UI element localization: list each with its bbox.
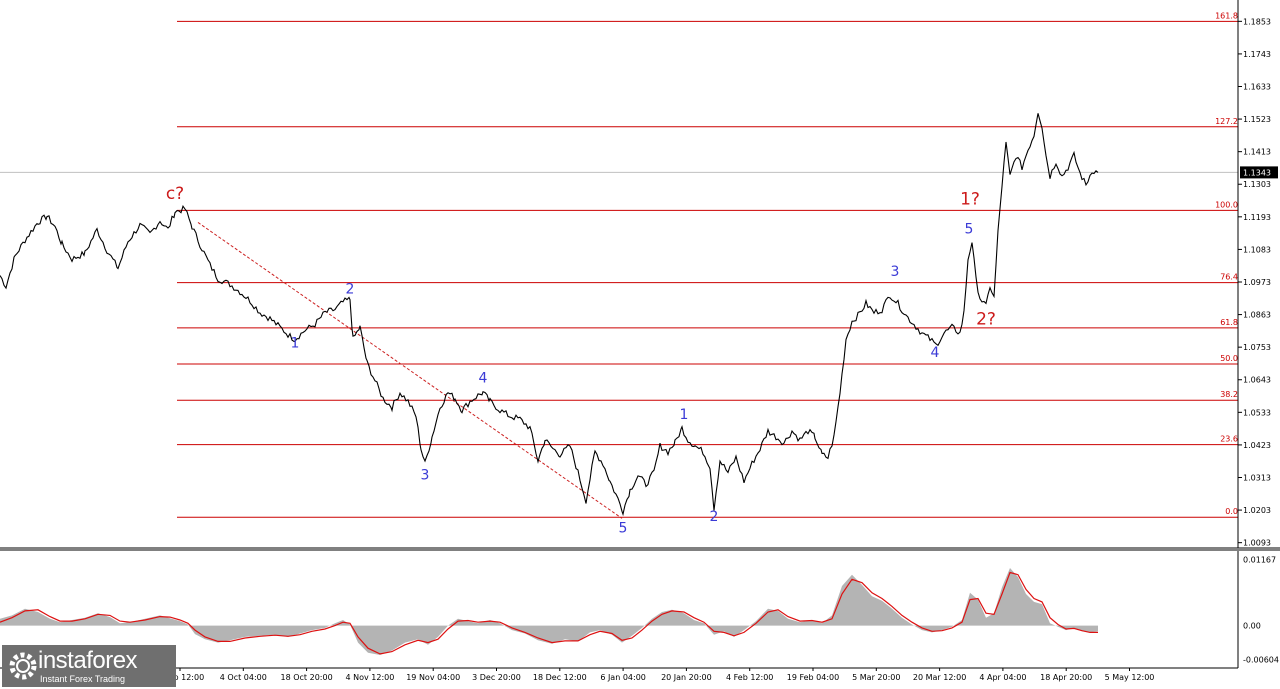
current-price-marker	[1240, 166, 1278, 179]
price-panel: 161.8 127.2 100.0 76.4 61.8 50.0 38.2 23.6 0.0 c?…	[0, 11, 1238, 537]
oscillator-histogram	[0, 568, 1098, 655]
time-tick-label: 19 Feb 04:00	[787, 673, 839, 682]
fib-level-label: 161.8	[1215, 11, 1238, 20]
time-tick-label: 4 Feb 12:00	[726, 673, 773, 682]
wave-trendline	[197, 222, 623, 519]
time-tick-label: 20 Jan 20:00	[661, 673, 712, 682]
wave-label: 5	[619, 521, 628, 537]
time-tick-label: 4 Nov 12:00	[345, 673, 394, 682]
price-tick-label: 1.0973	[1243, 278, 1271, 287]
oscillator-panel	[0, 568, 1098, 655]
wave-label: 2	[710, 509, 719, 525]
fib-level-label: 50.0	[1220, 354, 1238, 363]
price-series-line	[0, 113, 1099, 517]
wave-label: 1	[291, 335, 300, 351]
price-tick-label: 1.0423	[1243, 441, 1271, 450]
time-tick-label: 18 Apr 20:00	[1040, 673, 1092, 682]
time-tick-label: 5 May 12:00	[1105, 673, 1155, 682]
wave-label: 2	[346, 281, 355, 297]
oscillator-tick-label: -0.00604	[1243, 656, 1279, 665]
price-tick-label: 1.1303	[1243, 180, 1271, 189]
brand-name: instaforex	[38, 647, 138, 674]
wave-label: 3	[891, 264, 900, 280]
fib-level-label: 38.2	[1220, 390, 1238, 399]
oscillator-signal-line	[0, 571, 1098, 655]
price-tick-label: 1.1633	[1243, 82, 1271, 91]
wave-label: c?	[166, 184, 184, 204]
time-tick-label: 19 Nov 04:00	[406, 673, 460, 682]
wave-label: 3	[421, 467, 430, 483]
price-tick-label: 1.0533	[1243, 408, 1271, 417]
price-tick-label: 1.0643	[1243, 376, 1271, 385]
price-tick-label: 1.0863	[1243, 311, 1271, 320]
wave-label: 2?	[976, 310, 996, 330]
wave-label: 4	[931, 345, 940, 361]
wave-label: 1	[680, 407, 689, 423]
wave-label: 5	[965, 222, 974, 238]
price-tick-label: 1.1743	[1243, 50, 1271, 59]
fib-level-label: 76.4	[1220, 273, 1238, 282]
price-tick-label: 1.0093	[1243, 539, 1271, 548]
fib-level-label: 23.6	[1220, 435, 1238, 444]
price-tick-label: 1.1523	[1243, 115, 1271, 124]
time-tick-label: 5 Mar 20:00	[852, 673, 900, 682]
time-tick-label: 6 Jan 04:00	[600, 673, 646, 682]
instaforex-logo: instaforex Instant Forex Trading	[2, 645, 176, 687]
wave-label: 4	[479, 371, 488, 387]
gear-logo-icon	[9, 652, 37, 680]
fib-level-label: 61.8	[1220, 318, 1238, 327]
fib-level-label: 100.0	[1215, 200, 1238, 209]
fib-level-label: 127.2	[1215, 117, 1238, 126]
price-tick-label: 1.0753	[1243, 343, 1271, 352]
time-tick-label: 4 Oct 04:00	[220, 673, 267, 682]
price-tick-label: 1.0313	[1243, 474, 1271, 483]
time-tick-label: 20 Mar 12:00	[913, 673, 966, 682]
current-price-label: 1.1343	[1243, 168, 1271, 177]
time-tick-label: 18 Dec 12:00	[533, 673, 587, 682]
fib-level-label: 0.0	[1225, 507, 1238, 516]
brand-tagline: Instant Forex Trading	[40, 674, 126, 684]
price-tick-label: 1.1083	[1243, 245, 1271, 254]
time-tick-label: 18 Oct 20:00	[281, 673, 333, 682]
price-tick-label: 1.1413	[1243, 148, 1271, 157]
price-tick-label: 1.1193	[1243, 213, 1271, 222]
oscillator-tick-label: 0.00	[1243, 622, 1261, 631]
time-tick-label: 4 Apr 04:00	[979, 673, 1026, 682]
oscillator-tick-label: 0.01167	[1243, 556, 1276, 565]
price-tick-label: 1.1853	[1243, 17, 1271, 26]
time-tick-label: 5 Sep 12:00	[156, 673, 204, 682]
wave-label: 1?	[960, 190, 980, 210]
price-tick-label: 1.0203	[1243, 506, 1271, 515]
time-tick-label: 3 Dec 20:00	[472, 673, 521, 682]
